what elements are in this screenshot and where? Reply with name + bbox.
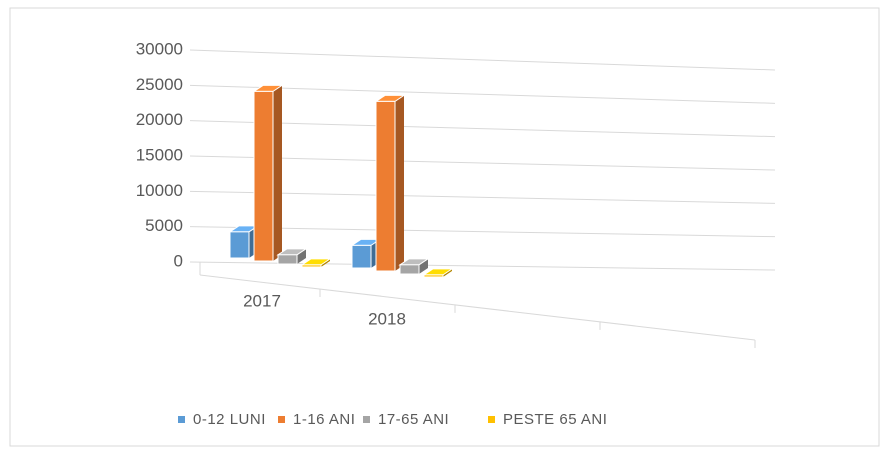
bar bbox=[423, 274, 444, 278]
legend-label: PESTE 65 ANI bbox=[503, 411, 607, 428]
y-tick-label: 25000 bbox=[136, 75, 183, 94]
bar bbox=[301, 264, 322, 268]
grid-line bbox=[189, 190, 776, 204]
bar bbox=[229, 231, 250, 259]
bar-side bbox=[395, 95, 404, 272]
legend-swatch bbox=[278, 416, 285, 423]
bar-side bbox=[273, 85, 282, 262]
x-tick-label: 2018 bbox=[368, 309, 406, 328]
y-tick-label: 5000 bbox=[145, 216, 183, 235]
bar bbox=[399, 264, 420, 275]
bar bbox=[277, 254, 298, 265]
chart-frame bbox=[9, 7, 880, 447]
y-tick-label: 30000 bbox=[136, 39, 183, 58]
legend-swatch bbox=[363, 416, 370, 423]
y-tick-label: 20000 bbox=[136, 110, 183, 129]
legend-swatch bbox=[488, 416, 495, 423]
floor-edge bbox=[199, 274, 756, 341]
y-tick-label: 15000 bbox=[136, 145, 183, 164]
legend-label: 0-12 LUNI bbox=[193, 411, 266, 428]
grid-line bbox=[189, 155, 776, 171]
bar bbox=[375, 100, 396, 272]
grid-line bbox=[189, 84, 776, 104]
legend-label: 1-16 ANI bbox=[293, 411, 355, 428]
grid-line bbox=[189, 226, 776, 238]
x-tick-label: 2017 bbox=[243, 291, 281, 310]
grid-line bbox=[189, 49, 776, 71]
grid-line bbox=[189, 120, 776, 138]
bar bbox=[351, 244, 372, 269]
bar bbox=[253, 90, 274, 262]
y-tick-label: 0 bbox=[174, 251, 183, 270]
legend-label: 17-65 ANI bbox=[378, 411, 449, 428]
bar-side bbox=[419, 258, 428, 274]
bar-side bbox=[297, 248, 306, 264]
legend-swatch bbox=[178, 416, 185, 423]
y-tick-label: 10000 bbox=[136, 181, 183, 200]
